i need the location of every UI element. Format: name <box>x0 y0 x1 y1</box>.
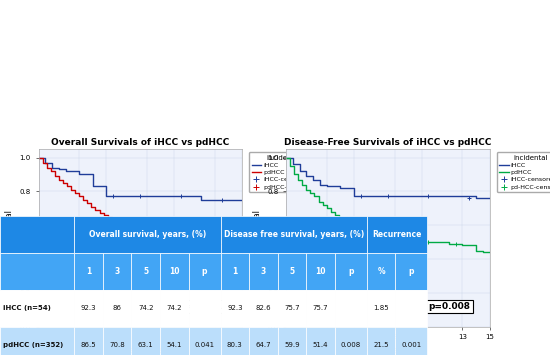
Bar <box>221 253 249 290</box>
Text: Disease free survival, years, (%): Disease free survival, years, (%) <box>223 230 364 239</box>
Bar <box>0 253 74 290</box>
Bar <box>103 253 131 290</box>
Bar <box>160 327 189 355</box>
Text: 5: 5 <box>143 267 148 276</box>
Bar <box>306 253 335 290</box>
Bar <box>103 327 131 355</box>
Text: 0.008: 0.008 <box>341 342 361 348</box>
Text: 75.7: 75.7 <box>284 305 300 311</box>
X-axis label: Time (years): Time (years) <box>114 346 167 355</box>
X-axis label: Time (years): Time (years) <box>361 346 414 355</box>
Bar <box>74 253 103 290</box>
Bar <box>367 253 395 290</box>
Bar <box>221 327 249 355</box>
Bar <box>367 327 395 355</box>
Text: 1: 1 <box>86 267 91 276</box>
Text: p: p <box>202 267 207 276</box>
Bar <box>335 253 367 290</box>
Text: iHCC (n=54): iHCC (n=54) <box>3 305 51 311</box>
Y-axis label: Cum Survival: Cum Survival <box>5 210 14 266</box>
Text: Recurrence: Recurrence <box>372 230 422 239</box>
Bar <box>278 290 306 327</box>
Text: p: p <box>409 267 414 276</box>
Bar <box>221 216 367 253</box>
Bar <box>189 327 221 355</box>
Bar <box>160 290 189 327</box>
Text: 51.4: 51.4 <box>313 342 328 348</box>
Text: 10: 10 <box>169 267 180 276</box>
Bar <box>189 290 221 327</box>
Bar <box>74 216 221 253</box>
Text: 92.3: 92.3 <box>81 305 96 311</box>
Text: 74.2: 74.2 <box>138 305 153 311</box>
Text: 86.5: 86.5 <box>81 342 96 348</box>
Text: 64.7: 64.7 <box>256 342 271 348</box>
Bar <box>131 327 160 355</box>
Bar <box>278 253 306 290</box>
Bar <box>306 290 335 327</box>
Bar <box>103 290 131 327</box>
Bar <box>249 290 278 327</box>
Bar <box>395 253 427 290</box>
Text: 86: 86 <box>113 305 122 311</box>
Bar <box>0 290 74 327</box>
Bar <box>160 253 189 290</box>
Text: 80.3: 80.3 <box>227 342 243 348</box>
Text: 3: 3 <box>261 267 266 276</box>
Bar <box>335 327 367 355</box>
Text: 3: 3 <box>114 267 120 276</box>
Bar <box>395 290 427 327</box>
Title: Overall Survivals of iHCC vs pdHCC: Overall Survivals of iHCC vs pdHCC <box>51 138 229 147</box>
Text: p=0.008: p=0.008 <box>428 302 470 311</box>
Text: 59.9: 59.9 <box>284 342 300 348</box>
Text: 10: 10 <box>315 267 326 276</box>
Text: 70.8: 70.8 <box>109 342 125 348</box>
Text: 5: 5 <box>289 267 295 276</box>
Text: 82.6: 82.6 <box>256 305 271 311</box>
Bar <box>249 327 278 355</box>
Text: 92.3: 92.3 <box>227 305 243 311</box>
Text: 0.001: 0.001 <box>402 342 421 348</box>
Text: 21.5: 21.5 <box>373 342 389 348</box>
Bar <box>278 327 306 355</box>
Bar <box>74 290 103 327</box>
Title: Disease-Free Survivals of iHCC vs pdHCC: Disease-Free Survivals of iHCC vs pdHCC <box>284 138 492 147</box>
Bar <box>189 253 221 290</box>
Y-axis label: Cum Survival: Cum Survival <box>252 210 262 266</box>
Bar <box>74 327 103 355</box>
Bar <box>131 253 160 290</box>
Text: 1.85: 1.85 <box>373 305 389 311</box>
Text: p=0.041: p=0.041 <box>181 302 223 311</box>
Bar <box>0 216 74 253</box>
Text: 74.2: 74.2 <box>167 305 182 311</box>
Text: 63.1: 63.1 <box>138 342 153 348</box>
Bar <box>306 327 335 355</box>
Text: p: p <box>348 267 354 276</box>
Bar <box>395 327 427 355</box>
Bar <box>367 216 427 253</box>
Text: 1: 1 <box>232 267 238 276</box>
Legend: iHCC, pdHCC, iHCC-censored, pdHCC-censored: iHCC, pdHCC, iHCC-censored, pdHCC-censor… <box>249 152 318 192</box>
Text: pdHCC (n=352): pdHCC (n=352) <box>3 342 63 348</box>
Bar <box>367 290 395 327</box>
Text: Overall survival, years, (%): Overall survival, years, (%) <box>89 230 206 239</box>
Bar <box>0 327 74 355</box>
Text: 54.1: 54.1 <box>167 342 182 348</box>
Bar <box>335 290 367 327</box>
Text: 0.041: 0.041 <box>195 342 214 348</box>
Text: %: % <box>377 267 385 276</box>
Bar <box>131 290 160 327</box>
Legend: iHCC, pdHCC, iHCC-censored, pd-HCC-censore: iHCC, pdHCC, iHCC-censored, pd-HCC-censo… <box>497 152 550 192</box>
Bar <box>221 290 249 327</box>
Bar <box>249 253 278 290</box>
Text: 75.7: 75.7 <box>313 305 328 311</box>
